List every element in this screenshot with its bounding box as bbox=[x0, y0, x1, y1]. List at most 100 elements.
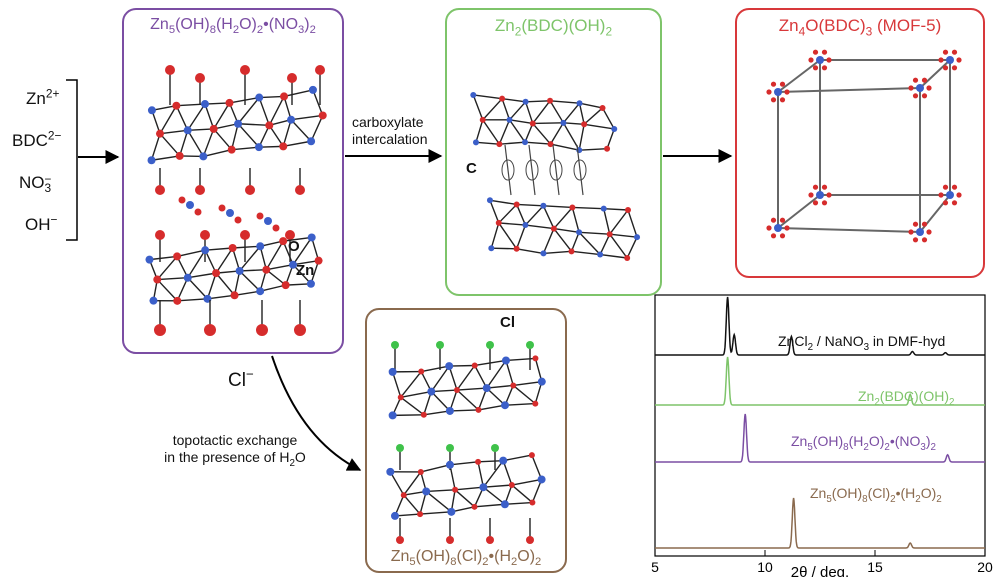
bdc-linker bbox=[777, 194, 821, 229]
bond bbox=[578, 103, 585, 125]
bond bbox=[151, 110, 161, 134]
bond bbox=[532, 122, 564, 125]
oxygen-atom bbox=[942, 184, 949, 190]
bond bbox=[490, 222, 500, 249]
bond bbox=[503, 454, 533, 462]
bond bbox=[151, 105, 177, 111]
oxygen-atom bbox=[624, 255, 631, 262]
oxygen-atom bbox=[420, 411, 427, 418]
oxygen-atom bbox=[225, 98, 234, 107]
zinc-atom bbox=[199, 152, 208, 161]
bond bbox=[456, 389, 479, 411]
carboxylate-line1: carboxylate bbox=[352, 114, 424, 130]
linker-bond bbox=[552, 144, 560, 196]
zinc-atom bbox=[501, 356, 510, 365]
zinc-atom bbox=[600, 205, 607, 212]
bond bbox=[400, 396, 425, 416]
oxygen-atom bbox=[417, 511, 424, 518]
bond bbox=[455, 486, 484, 491]
oxygen-atom bbox=[471, 362, 478, 369]
bond bbox=[525, 100, 551, 103]
bond bbox=[237, 97, 260, 125]
oxygen-atom bbox=[604, 145, 611, 152]
reagent-zn-text: Zn2+ bbox=[26, 86, 60, 108]
bond bbox=[498, 203, 518, 224]
oxygen-atom bbox=[808, 57, 814, 63]
bond bbox=[474, 503, 505, 508]
bond bbox=[449, 464, 456, 490]
zinc-atom bbox=[256, 287, 265, 296]
bond bbox=[508, 119, 526, 143]
zinc-atom bbox=[479, 483, 488, 492]
zinc-atom bbox=[234, 119, 243, 128]
zinc-atom bbox=[386, 467, 395, 476]
benzene-ring bbox=[501, 159, 515, 181]
bond bbox=[531, 454, 543, 480]
bond bbox=[259, 95, 285, 99]
bond bbox=[583, 107, 604, 125]
bond bbox=[258, 145, 284, 148]
bond bbox=[283, 96, 292, 120]
arrow-topotactic bbox=[271, 355, 362, 471]
x-tick-label: 20 bbox=[977, 559, 993, 575]
bond bbox=[310, 260, 320, 285]
oxygen-atom bbox=[178, 196, 186, 204]
bond bbox=[232, 245, 261, 249]
bond bbox=[606, 128, 615, 149]
bond bbox=[176, 249, 206, 258]
bond bbox=[239, 268, 267, 272]
series-line-0 bbox=[655, 296, 985, 356]
bond bbox=[150, 133, 161, 161]
bond bbox=[265, 240, 284, 271]
bond bbox=[511, 484, 533, 504]
bond bbox=[259, 246, 267, 270]
bond bbox=[475, 119, 484, 143]
bond bbox=[603, 207, 629, 211]
bond bbox=[570, 232, 580, 252]
oxygen-atom bbox=[418, 368, 425, 375]
bond bbox=[505, 357, 536, 362]
bond bbox=[553, 207, 573, 230]
bond bbox=[187, 277, 208, 300]
bond bbox=[159, 133, 181, 157]
bond bbox=[491, 247, 517, 250]
bond bbox=[513, 380, 542, 387]
zinc-atom bbox=[506, 116, 513, 123]
bond bbox=[549, 100, 580, 104]
oxygen-atom bbox=[315, 65, 325, 75]
bond bbox=[292, 264, 312, 285]
bond bbox=[571, 250, 601, 256]
bond bbox=[394, 513, 421, 517]
bond bbox=[509, 101, 527, 121]
bond bbox=[400, 371, 422, 398]
bond bbox=[563, 122, 585, 125]
oxygen-atom bbox=[400, 492, 407, 499]
oxygen-atom bbox=[956, 57, 962, 63]
benzene-ring bbox=[525, 159, 539, 181]
oxygen-atom bbox=[812, 184, 819, 190]
bond bbox=[626, 236, 638, 259]
bond bbox=[477, 461, 485, 488]
bond bbox=[543, 205, 573, 209]
bond bbox=[282, 240, 294, 265]
bond bbox=[159, 129, 188, 135]
zinc-atom bbox=[537, 377, 546, 386]
bond bbox=[213, 123, 239, 130]
label-c: C bbox=[466, 160, 477, 177]
bond bbox=[498, 222, 518, 250]
oxygen-atom bbox=[766, 225, 772, 231]
cl-molecule bbox=[386, 341, 546, 544]
bond bbox=[512, 384, 536, 405]
reagent-bracket bbox=[66, 79, 78, 241]
oxygen-atom bbox=[779, 97, 786, 103]
bond bbox=[204, 249, 217, 274]
bond bbox=[426, 489, 456, 493]
oxygen-atom bbox=[218, 204, 226, 212]
oxygen-atom bbox=[921, 93, 928, 99]
oxygen-atom bbox=[599, 104, 606, 111]
oxygen-atom bbox=[779, 81, 786, 87]
zinc-atom bbox=[235, 266, 244, 275]
bond bbox=[549, 122, 564, 145]
oxygen-atom bbox=[938, 192, 944, 198]
